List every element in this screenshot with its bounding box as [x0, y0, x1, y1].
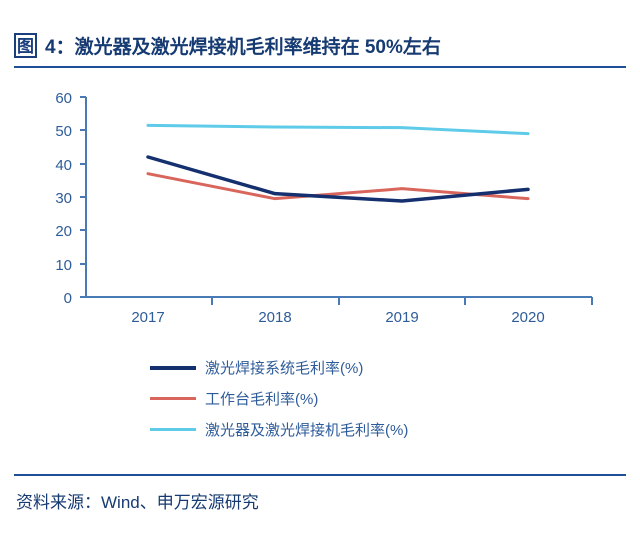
figure-title-text: 4：激光器及激光焊接机毛利率维持在 50%左右: [45, 36, 441, 58]
y-tick-label-10: 10: [55, 257, 72, 274]
y-tick-label-0: 0: [64, 290, 72, 307]
figure-badge-icon: 图: [14, 32, 37, 58]
figure-title: 图 4：激光器及激光焊接机毛利率维持在 50%左右: [14, 28, 626, 62]
x-tick-label-2018: 2018: [258, 309, 291, 326]
chart-plot-area: 0 10 20 30 40 50 60 2017 2018 2019 2020: [0, 78, 640, 338]
legend-item-worktable[interactable]: 工作台毛利率(%): [150, 383, 570, 414]
legend-label-worktable: 工作台毛利率(%): [205, 391, 319, 408]
legend-item-welding-system[interactable]: 激光焊接系统毛利率(%): [150, 352, 570, 383]
line-chart-svg: 0 10 20 30 40 50 60 2017 2018 2019 2020: [55, 90, 593, 326]
series-line-welding-system: [146, 155, 530, 203]
y-axis-ticks: [80, 96, 86, 298]
legend-label-laser-machine: 激光器及激光焊接机毛利率(%): [205, 422, 409, 439]
x-tick-label-2019: 2019: [385, 309, 418, 326]
legend-item-laser-machine[interactable]: 激光器及激光焊接机毛利率(%): [150, 414, 570, 445]
series-line-laser-machine: [146, 123, 530, 136]
x-axis-ticks: [211, 297, 593, 305]
line-swatch-red-icon: [150, 397, 196, 400]
footer-divider: [14, 474, 626, 476]
y-tick-label-30: 30: [55, 190, 72, 207]
chart-legend: 激光焊接系统毛利率(%) 工作台毛利率(%) 激光器及激光焊接机毛利率(%): [150, 352, 570, 445]
title-divider: [14, 66, 626, 68]
x-tick-label-2020: 2020: [511, 309, 544, 326]
y-tick-label-20: 20: [55, 223, 72, 240]
legend-label-welding-system: 激光焊接系统毛利率(%): [205, 360, 364, 377]
source-note: 资料来源：Wind、申万宏源研究: [16, 493, 259, 512]
line-swatch-cyan-icon: [150, 428, 196, 431]
y-tick-label-50: 50: [55, 123, 72, 140]
y-tick-label-60: 60: [55, 90, 72, 107]
x-tick-label-2017: 2017: [131, 309, 164, 326]
line-swatch-navy-icon: [150, 365, 196, 370]
y-tick-label-40: 40: [55, 157, 72, 174]
